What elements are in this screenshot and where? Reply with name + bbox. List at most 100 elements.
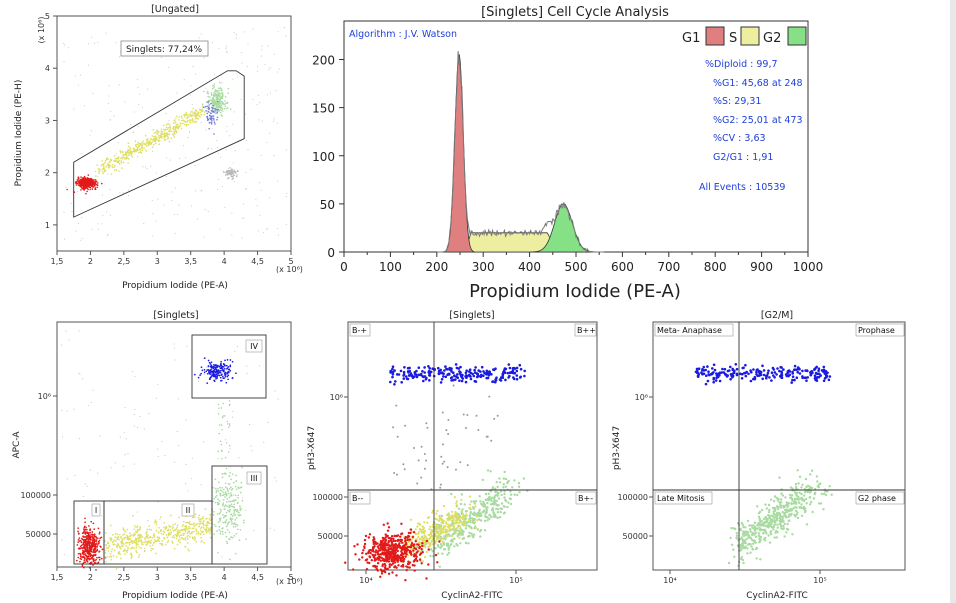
singlets-gate[interactable]: [73, 70, 245, 218]
g2m-plot-area: [652, 321, 906, 571]
cyclin-point-g2: [751, 531, 754, 535]
panel-singlets-cyclin: [Singlets] B-+ B++ B-- B+- 50000 100000 …: [307, 310, 598, 601]
cyclin-point-g2: [779, 522, 782, 525]
gate-iii[interactable]: [211, 465, 268, 565]
ungated-point-g2-blue: [213, 133, 215, 135]
apc-noise-point: [159, 518, 161, 520]
cyclin-point-g2: [809, 503, 812, 506]
cyclin-point-g2: [769, 533, 773, 536]
apc-point-ii: [170, 526, 172, 528]
cyclin-point-s: [438, 519, 441, 523]
ungated-noise-point: [77, 84, 79, 86]
ungated-noise-point: [144, 149, 146, 151]
ungated-noise-point: [76, 190, 78, 192]
gate-iv[interactable]: [191, 334, 267, 399]
cyclin-point-g2: [513, 493, 516, 496]
cyclin-point-g2: [522, 477, 525, 480]
ungated-noise-point: [127, 194, 130, 197]
quadrant-bpp-box: [574, 323, 597, 337]
apc-noise-point: [173, 343, 175, 345]
cyclin-point-g2: [495, 503, 498, 507]
apc-point-iii: [218, 500, 221, 502]
cyclin-point-g1: [387, 557, 391, 561]
apc-point-ii: [105, 560, 107, 563]
ungated-point-g2: [219, 103, 222, 105]
cyclin-point-g2: [774, 514, 777, 518]
ungated-noise-point: [169, 159, 171, 161]
cyclin-point-g1: [390, 535, 394, 538]
quadrant-bmp-box: [349, 323, 371, 337]
cyclin-point-g2: [484, 498, 487, 502]
singlets-gate-label: Singlets: 77,24%: [126, 45, 203, 55]
apc-point-i: [84, 533, 87, 535]
ungated-point-g2: [216, 94, 219, 97]
cyclin-point-s: [440, 517, 443, 520]
cyclin-point-g2: [781, 527, 784, 531]
ungated-point-g2-blue: [216, 111, 219, 114]
apc-noise-point: [84, 483, 86, 485]
ungated-noise-point: [80, 74, 82, 76]
cyclin-point-g2: [759, 558, 762, 561]
ungated-point-s: [172, 133, 174, 135]
apc-noise-point: [263, 441, 265, 443]
cyclin-point-m: [440, 371, 444, 375]
ungated-noise-point: [118, 84, 120, 86]
cyclin-point-g2: [790, 496, 793, 499]
ungated-noise-point: [173, 213, 175, 216]
apc-point-iii: [233, 511, 236, 513]
ungated-point-s: [152, 138, 154, 141]
cyclin-point-g2: [798, 491, 801, 494]
cyclin-point-g2: [750, 524, 753, 527]
ungated-point-s: [138, 142, 140, 145]
cyclin-point-g2: [753, 539, 756, 542]
cyclin-point-g1: [413, 569, 416, 572]
ungated-point-s: [191, 117, 194, 120]
ungated-point-doublets: [231, 170, 233, 173]
apc-point-iii: [225, 519, 228, 521]
apc-point-ii: [113, 543, 116, 546]
ungated-noise-point: [194, 73, 196, 75]
apc-noise-point: [73, 408, 75, 410]
legend-g1-swatch: [705, 26, 725, 46]
cyclin-point-g2: [478, 518, 481, 521]
ungated-noise-point: [244, 31, 246, 33]
apc-point-ii: [157, 531, 160, 534]
apc-point-i: [91, 531, 94, 533]
ungated-point-s: [132, 131, 135, 133]
apc-point-ii: [148, 528, 151, 531]
cyclin-point-g2: [500, 502, 504, 505]
ungated-point-g1: [83, 185, 85, 187]
ungated-noise-point: [174, 134, 176, 136]
ungated-point-g2-blue: [206, 101, 208, 103]
singlets-apc-x-exponent: (x 10⁶): [276, 577, 303, 586]
ungated-point-g2-blue: [214, 107, 216, 110]
apc-point-i: [88, 541, 90, 543]
apc-point-ii: [127, 546, 129, 549]
apc-point-ii: [138, 546, 141, 548]
apc-transition-point: [223, 415, 225, 417]
apc-point-ii: [147, 534, 149, 537]
cyclin-point-g2: [792, 507, 795, 510]
cyclin-point-m: [424, 378, 428, 381]
apc-noise-point: [97, 472, 99, 474]
cyclin-point-g2: [503, 490, 506, 493]
cyclin-point-g2: [816, 485, 819, 488]
cell-cycle-title: [Singlets] Cell Cycle Analysis: [481, 5, 669, 20]
apc-point-iv: [212, 375, 215, 378]
cyclin-point-g2: [779, 524, 783, 528]
ungated-point-g1: [80, 189, 82, 191]
apc-noise-point: [203, 373, 206, 375]
apc-noise-point: [177, 398, 180, 400]
apc-transition-point: [217, 403, 220, 406]
cyclin-point-g2: [820, 492, 823, 496]
apc-point-ii: [111, 548, 114, 551]
apc-noise-point: [249, 424, 251, 426]
ungated-noise-point: [260, 189, 262, 191]
ungated-point-g2: [220, 88, 223, 90]
ungated-point-g2: [207, 95, 210, 98]
cyclin-point-g2: [800, 506, 803, 509]
cyclin-point-m: [511, 369, 515, 373]
cyclin-point-s: [435, 540, 438, 543]
apc-point-ii: [162, 533, 165, 536]
ungated-point-g1: [94, 179, 97, 181]
